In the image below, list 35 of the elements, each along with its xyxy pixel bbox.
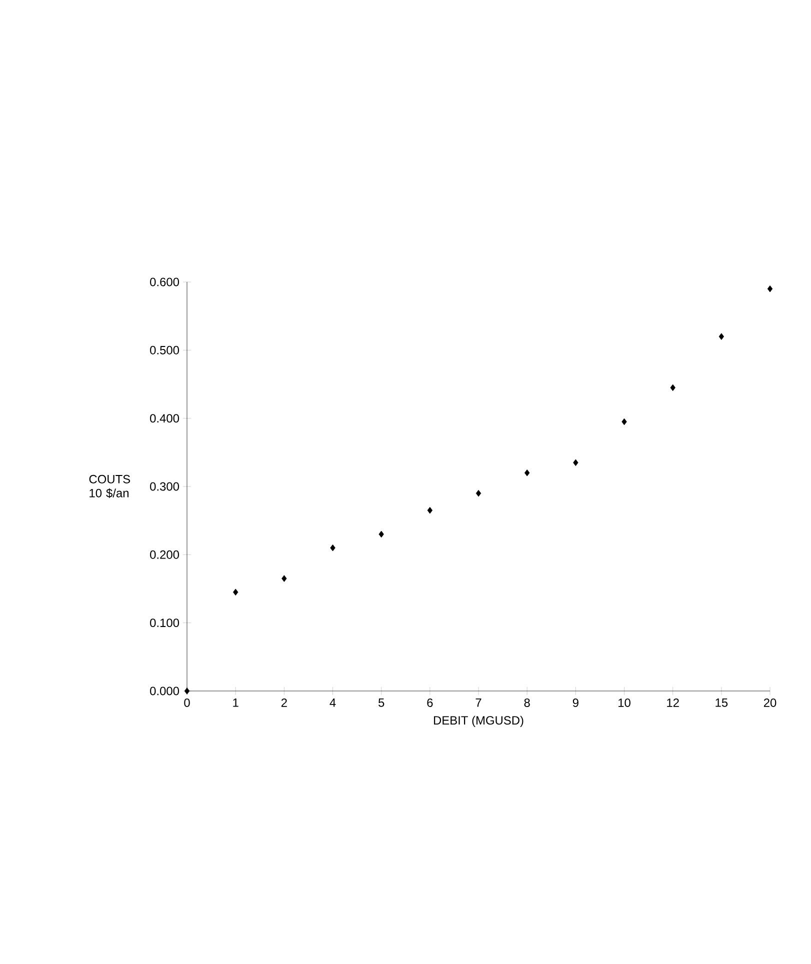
y-axis-title: COUTS 10 $/an bbox=[89, 474, 130, 498]
x-tick-label: 0 bbox=[184, 698, 190, 707]
x-tick-label: 7 bbox=[476, 698, 482, 707]
y-tick-label: 0.100 bbox=[150, 618, 180, 628]
y-tick-label: 0.600 bbox=[150, 278, 180, 286]
y-tick-label: 0.000 bbox=[150, 686, 180, 696]
y-tick-label: 0.400 bbox=[150, 414, 180, 423]
point bbox=[767, 285, 773, 292]
y-tick-label: 0.300 bbox=[150, 482, 180, 491]
x-tick-label: 10 bbox=[618, 698, 630, 707]
x-tick-label: 20 bbox=[764, 698, 776, 707]
x-tick-label: 12 bbox=[667, 698, 679, 707]
x-tick-label: 1 bbox=[233, 698, 238, 707]
y-tick-label: 0.200 bbox=[150, 550, 180, 559]
point bbox=[573, 459, 578, 466]
x-tick-label: 9 bbox=[572, 698, 578, 707]
x-tick-label: 4 bbox=[330, 698, 336, 707]
x-tick-label: 8 bbox=[524, 698, 530, 707]
x-tick-label: 15 bbox=[716, 698, 728, 707]
x-tick-label: 6 bbox=[427, 698, 433, 707]
point bbox=[184, 688, 190, 694]
point bbox=[524, 469, 530, 476]
point bbox=[718, 333, 724, 340]
point bbox=[330, 544, 336, 552]
x-axis-title: DEBIT (MGUSD) bbox=[434, 716, 524, 727]
point bbox=[670, 384, 676, 392]
point bbox=[476, 490, 482, 497]
x-tick-label: 2 bbox=[281, 698, 287, 707]
point bbox=[622, 418, 627, 426]
point bbox=[282, 575, 287, 582]
point bbox=[378, 530, 384, 538]
point bbox=[232, 588, 238, 596]
x-tick-label: 5 bbox=[378, 698, 384, 707]
point bbox=[427, 506, 433, 514]
y-tick-label: 0.500 bbox=[150, 346, 180, 354]
